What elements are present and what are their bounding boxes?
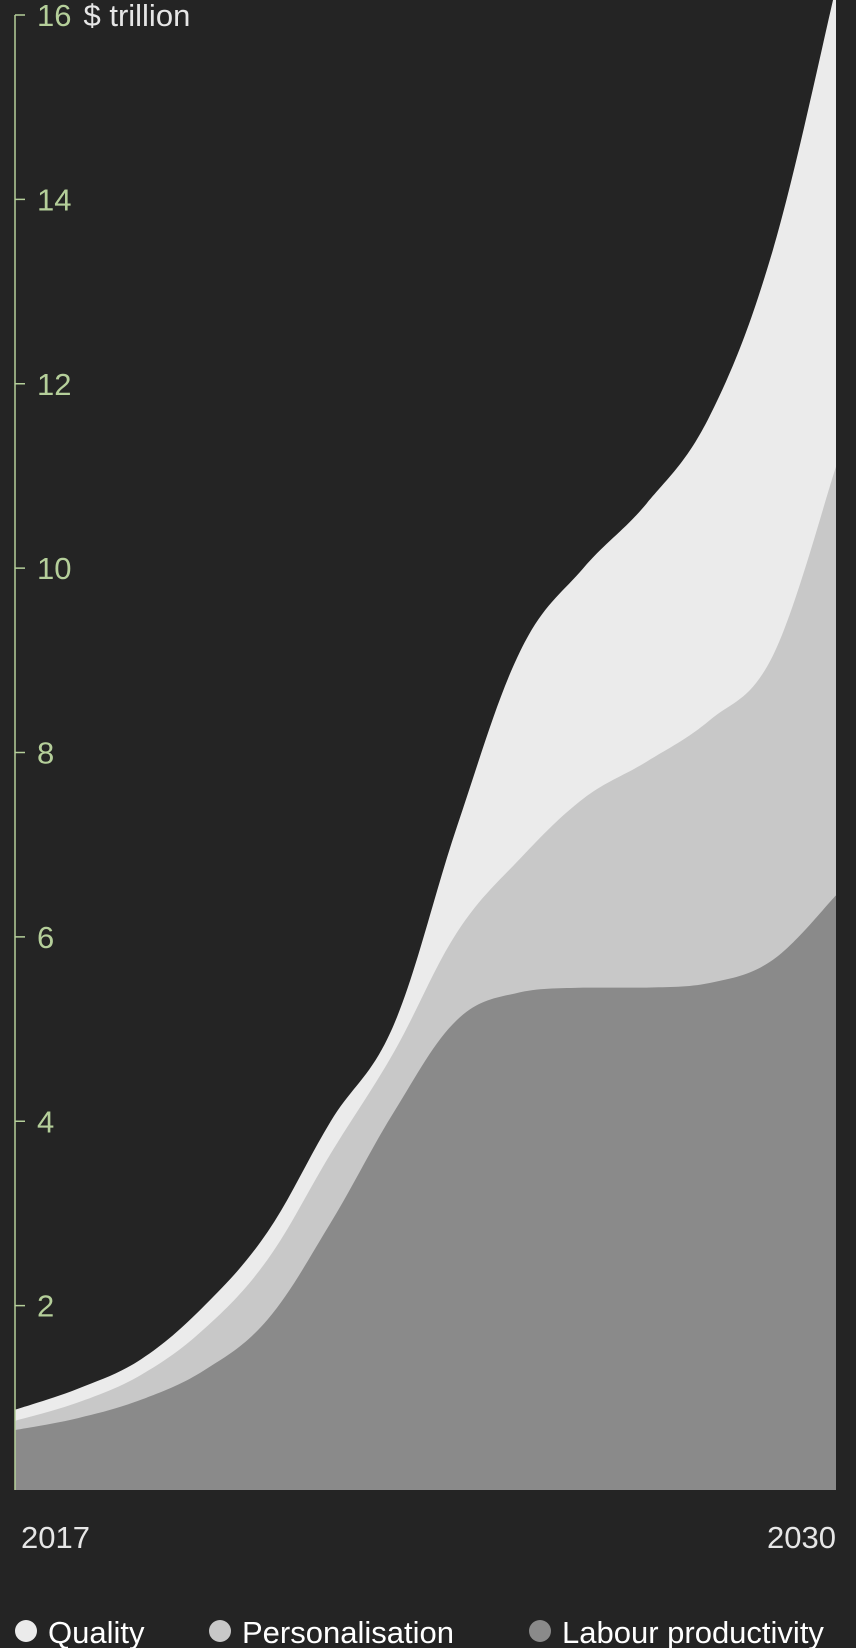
x-axis-labels: 2017 2030 xyxy=(21,1520,836,1555)
legend-swatch xyxy=(15,1620,37,1642)
area-series-group xyxy=(15,0,836,1491)
legend-item-labour-productivity: Labour productivity xyxy=(529,1615,824,1648)
y-tick-label: 14 xyxy=(37,182,71,217)
y-tick-label: 16 xyxy=(37,0,71,33)
y-tick-label: 6 xyxy=(37,920,54,955)
legend-label: Personalisation xyxy=(242,1615,454,1648)
legend-swatch xyxy=(209,1620,231,1642)
y-tick-label: 2 xyxy=(37,1289,54,1324)
x-tick-label: 2017 xyxy=(21,1520,90,1555)
y-axis-unit-label: $ trillion xyxy=(83,0,190,33)
y-tick-label: 10 xyxy=(37,551,71,586)
y-tick-label: 12 xyxy=(37,367,71,402)
y-tick-label: 8 xyxy=(37,736,54,771)
legend: Quality Personalisation Labour productivit… xyxy=(15,1615,824,1648)
area-labour-productivity xyxy=(15,895,836,1490)
y-tick-label: 4 xyxy=(37,1104,54,1139)
legend-label: Quality xyxy=(48,1615,145,1648)
legend-label: Labour productivity xyxy=(562,1615,824,1648)
y-axis-ticks: 2 4 6 8 10 12 14 16 xyxy=(15,0,71,1324)
legend-item-personalisation: Personalisation xyxy=(209,1615,454,1648)
x-tick-label: 2030 xyxy=(767,1520,836,1555)
legend-swatch xyxy=(529,1620,551,1642)
legend-item-quality: Quality xyxy=(15,1615,145,1648)
